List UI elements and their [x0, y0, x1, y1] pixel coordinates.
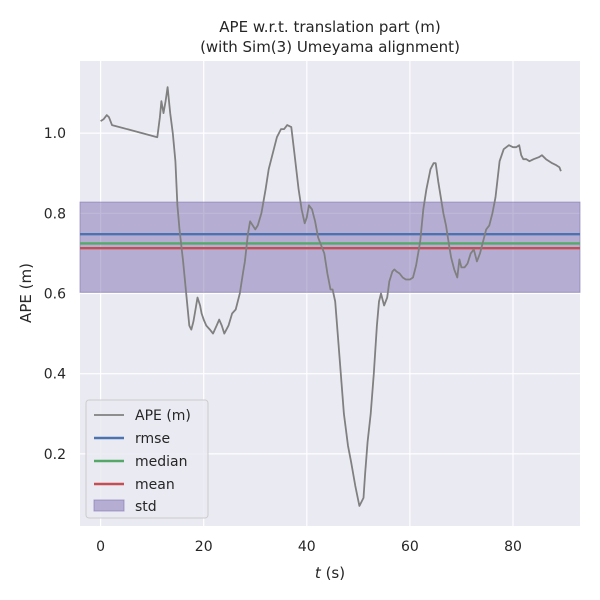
series-layer	[100, 86, 562, 507]
legend-label-median: median	[135, 454, 187, 470]
y-tick-label: 1.0	[44, 126, 66, 142]
stat-lines-layer	[80, 232, 580, 250]
x-tick-label: 60	[401, 539, 419, 555]
legend: APE (m) rmse median mean std	[85, 399, 209, 519]
x-tick-label: 20	[195, 539, 213, 555]
x-tick-labels: 0 20 40 60 80	[96, 539, 522, 555]
x-axis-label: t (s)	[315, 564, 345, 582]
x-tick-label: 0	[96, 539, 105, 555]
y-tick-label: 0.4	[44, 367, 66, 383]
legend-label-mean: mean	[135, 477, 175, 493]
y-axis-label: APE (m)	[17, 263, 35, 323]
y-tick-labels: 0.2 0.4 0.6 0.8 1.0	[44, 126, 66, 463]
legend-label-ape: APE (m)	[135, 408, 191, 424]
x-axis-label-unit: (s)	[321, 564, 345, 582]
y-tick-label: 0.8	[44, 206, 66, 222]
y-tick-label: 0.6	[44, 287, 66, 303]
legend-box	[85, 399, 209, 519]
ape-series-line	[100, 86, 562, 507]
legend-label-std: std	[135, 499, 157, 515]
x-tick-label: 40	[298, 539, 316, 555]
legend-label-rmse: rmse	[135, 431, 170, 447]
y-tick-label: 0.2	[44, 447, 66, 463]
x-axis-label-var: t	[315, 564, 322, 582]
x-tick-label: 80	[504, 539, 522, 555]
legend-swatch-std	[93, 499, 125, 512]
chart-title: APE w.r.t. translation part (m)	[219, 18, 440, 36]
chart-subtitle: (with Sim(3) Umeyama alignment)	[200, 38, 460, 56]
